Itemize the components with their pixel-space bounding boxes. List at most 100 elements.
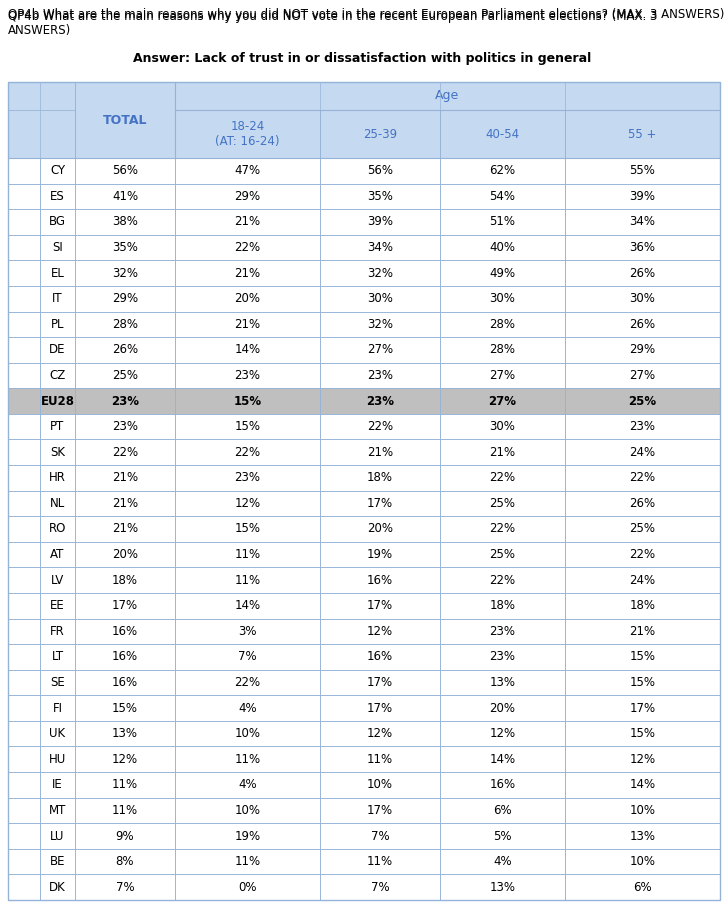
Bar: [75, 772, 175, 797]
Text: 21%: 21%: [629, 625, 655, 638]
Text: 21%: 21%: [234, 216, 260, 228]
Text: 4%: 4%: [239, 778, 257, 791]
Bar: [40, 261, 75, 286]
Text: 22%: 22%: [234, 446, 260, 459]
Bar: [40, 337, 75, 363]
Text: 7%: 7%: [116, 880, 134, 894]
Text: 35%: 35%: [112, 241, 138, 254]
Text: 25%: 25%: [489, 497, 515, 510]
Text: 55%: 55%: [629, 164, 655, 178]
Bar: [75, 516, 175, 542]
Text: IE: IE: [52, 778, 63, 791]
Text: 16%: 16%: [112, 650, 138, 664]
Text: 19%: 19%: [234, 830, 260, 842]
Text: 15%: 15%: [629, 727, 655, 741]
Bar: [40, 439, 75, 465]
Bar: [75, 286, 175, 311]
Text: 23%: 23%: [489, 625, 515, 638]
Bar: [8, 491, 40, 516]
Bar: [565, 772, 720, 797]
Text: 29%: 29%: [629, 344, 655, 356]
Text: LT: LT: [51, 650, 64, 664]
Bar: [440, 567, 565, 593]
Bar: [8, 286, 40, 311]
Bar: [8, 669, 40, 695]
Bar: [440, 593, 565, 619]
Bar: [75, 363, 175, 388]
Bar: [440, 337, 565, 363]
Bar: [8, 593, 40, 619]
Bar: [175, 567, 320, 593]
Text: 21%: 21%: [234, 267, 260, 280]
Bar: [320, 491, 440, 516]
Text: 23%: 23%: [112, 420, 138, 433]
Bar: [40, 209, 75, 235]
Bar: [320, 824, 440, 849]
Text: 21%: 21%: [112, 522, 138, 536]
Text: 22%: 22%: [112, 446, 138, 459]
Text: 20%: 20%: [112, 548, 138, 561]
Text: 9%: 9%: [116, 830, 134, 842]
Text: QP4b What are the main reasons why you did NOT vote in the recent European Parli: QP4b What are the main reasons why you d…: [8, 8, 724, 21]
Text: 32%: 32%: [367, 267, 393, 280]
Bar: [320, 184, 440, 209]
Bar: [320, 158, 440, 184]
Text: 21%: 21%: [367, 446, 393, 459]
Text: 23%: 23%: [234, 472, 260, 484]
Bar: [320, 516, 440, 542]
Text: 22%: 22%: [629, 548, 655, 561]
Bar: [320, 747, 440, 772]
Text: 27%: 27%: [489, 394, 516, 408]
Text: 15%: 15%: [629, 676, 655, 689]
Bar: [8, 567, 40, 593]
Bar: [175, 311, 320, 337]
Bar: [8, 311, 40, 337]
Bar: [565, 567, 720, 593]
Bar: [40, 695, 75, 721]
Bar: [75, 388, 175, 414]
Text: BG: BG: [49, 216, 66, 228]
Bar: [320, 235, 440, 261]
Bar: [8, 337, 40, 363]
Bar: [565, 337, 720, 363]
Text: 18%: 18%: [629, 599, 655, 612]
Bar: [320, 439, 440, 465]
Text: 49%: 49%: [489, 267, 515, 280]
Bar: [40, 516, 75, 542]
Text: EE: EE: [50, 599, 65, 612]
Bar: [320, 414, 440, 439]
Text: RO: RO: [49, 522, 66, 536]
Bar: [565, 619, 720, 644]
Bar: [40, 721, 75, 747]
Bar: [75, 593, 175, 619]
Bar: [175, 209, 320, 235]
Text: UK: UK: [49, 727, 65, 741]
Text: 7%: 7%: [239, 650, 257, 664]
Text: 11%: 11%: [112, 804, 138, 817]
Bar: [175, 747, 320, 772]
Text: 15%: 15%: [112, 702, 138, 714]
Bar: [75, 542, 175, 567]
Bar: [75, 311, 175, 337]
Text: 11%: 11%: [234, 855, 260, 868]
Text: 32%: 32%: [367, 318, 393, 331]
Text: 54%: 54%: [489, 190, 515, 203]
Bar: [40, 593, 75, 619]
Bar: [565, 465, 720, 491]
Bar: [75, 235, 175, 261]
Bar: [320, 465, 440, 491]
Bar: [75, 797, 175, 824]
Text: SK: SK: [50, 446, 65, 459]
Text: 15%: 15%: [629, 650, 655, 664]
Text: 56%: 56%: [367, 164, 393, 178]
Bar: [175, 772, 320, 797]
Bar: [565, 542, 720, 567]
Bar: [320, 695, 440, 721]
Bar: [440, 465, 565, 491]
Bar: [440, 439, 565, 465]
Text: 15%: 15%: [234, 420, 260, 433]
Bar: [8, 465, 40, 491]
Bar: [440, 311, 565, 337]
Text: 14%: 14%: [234, 599, 260, 612]
Text: 16%: 16%: [112, 625, 138, 638]
